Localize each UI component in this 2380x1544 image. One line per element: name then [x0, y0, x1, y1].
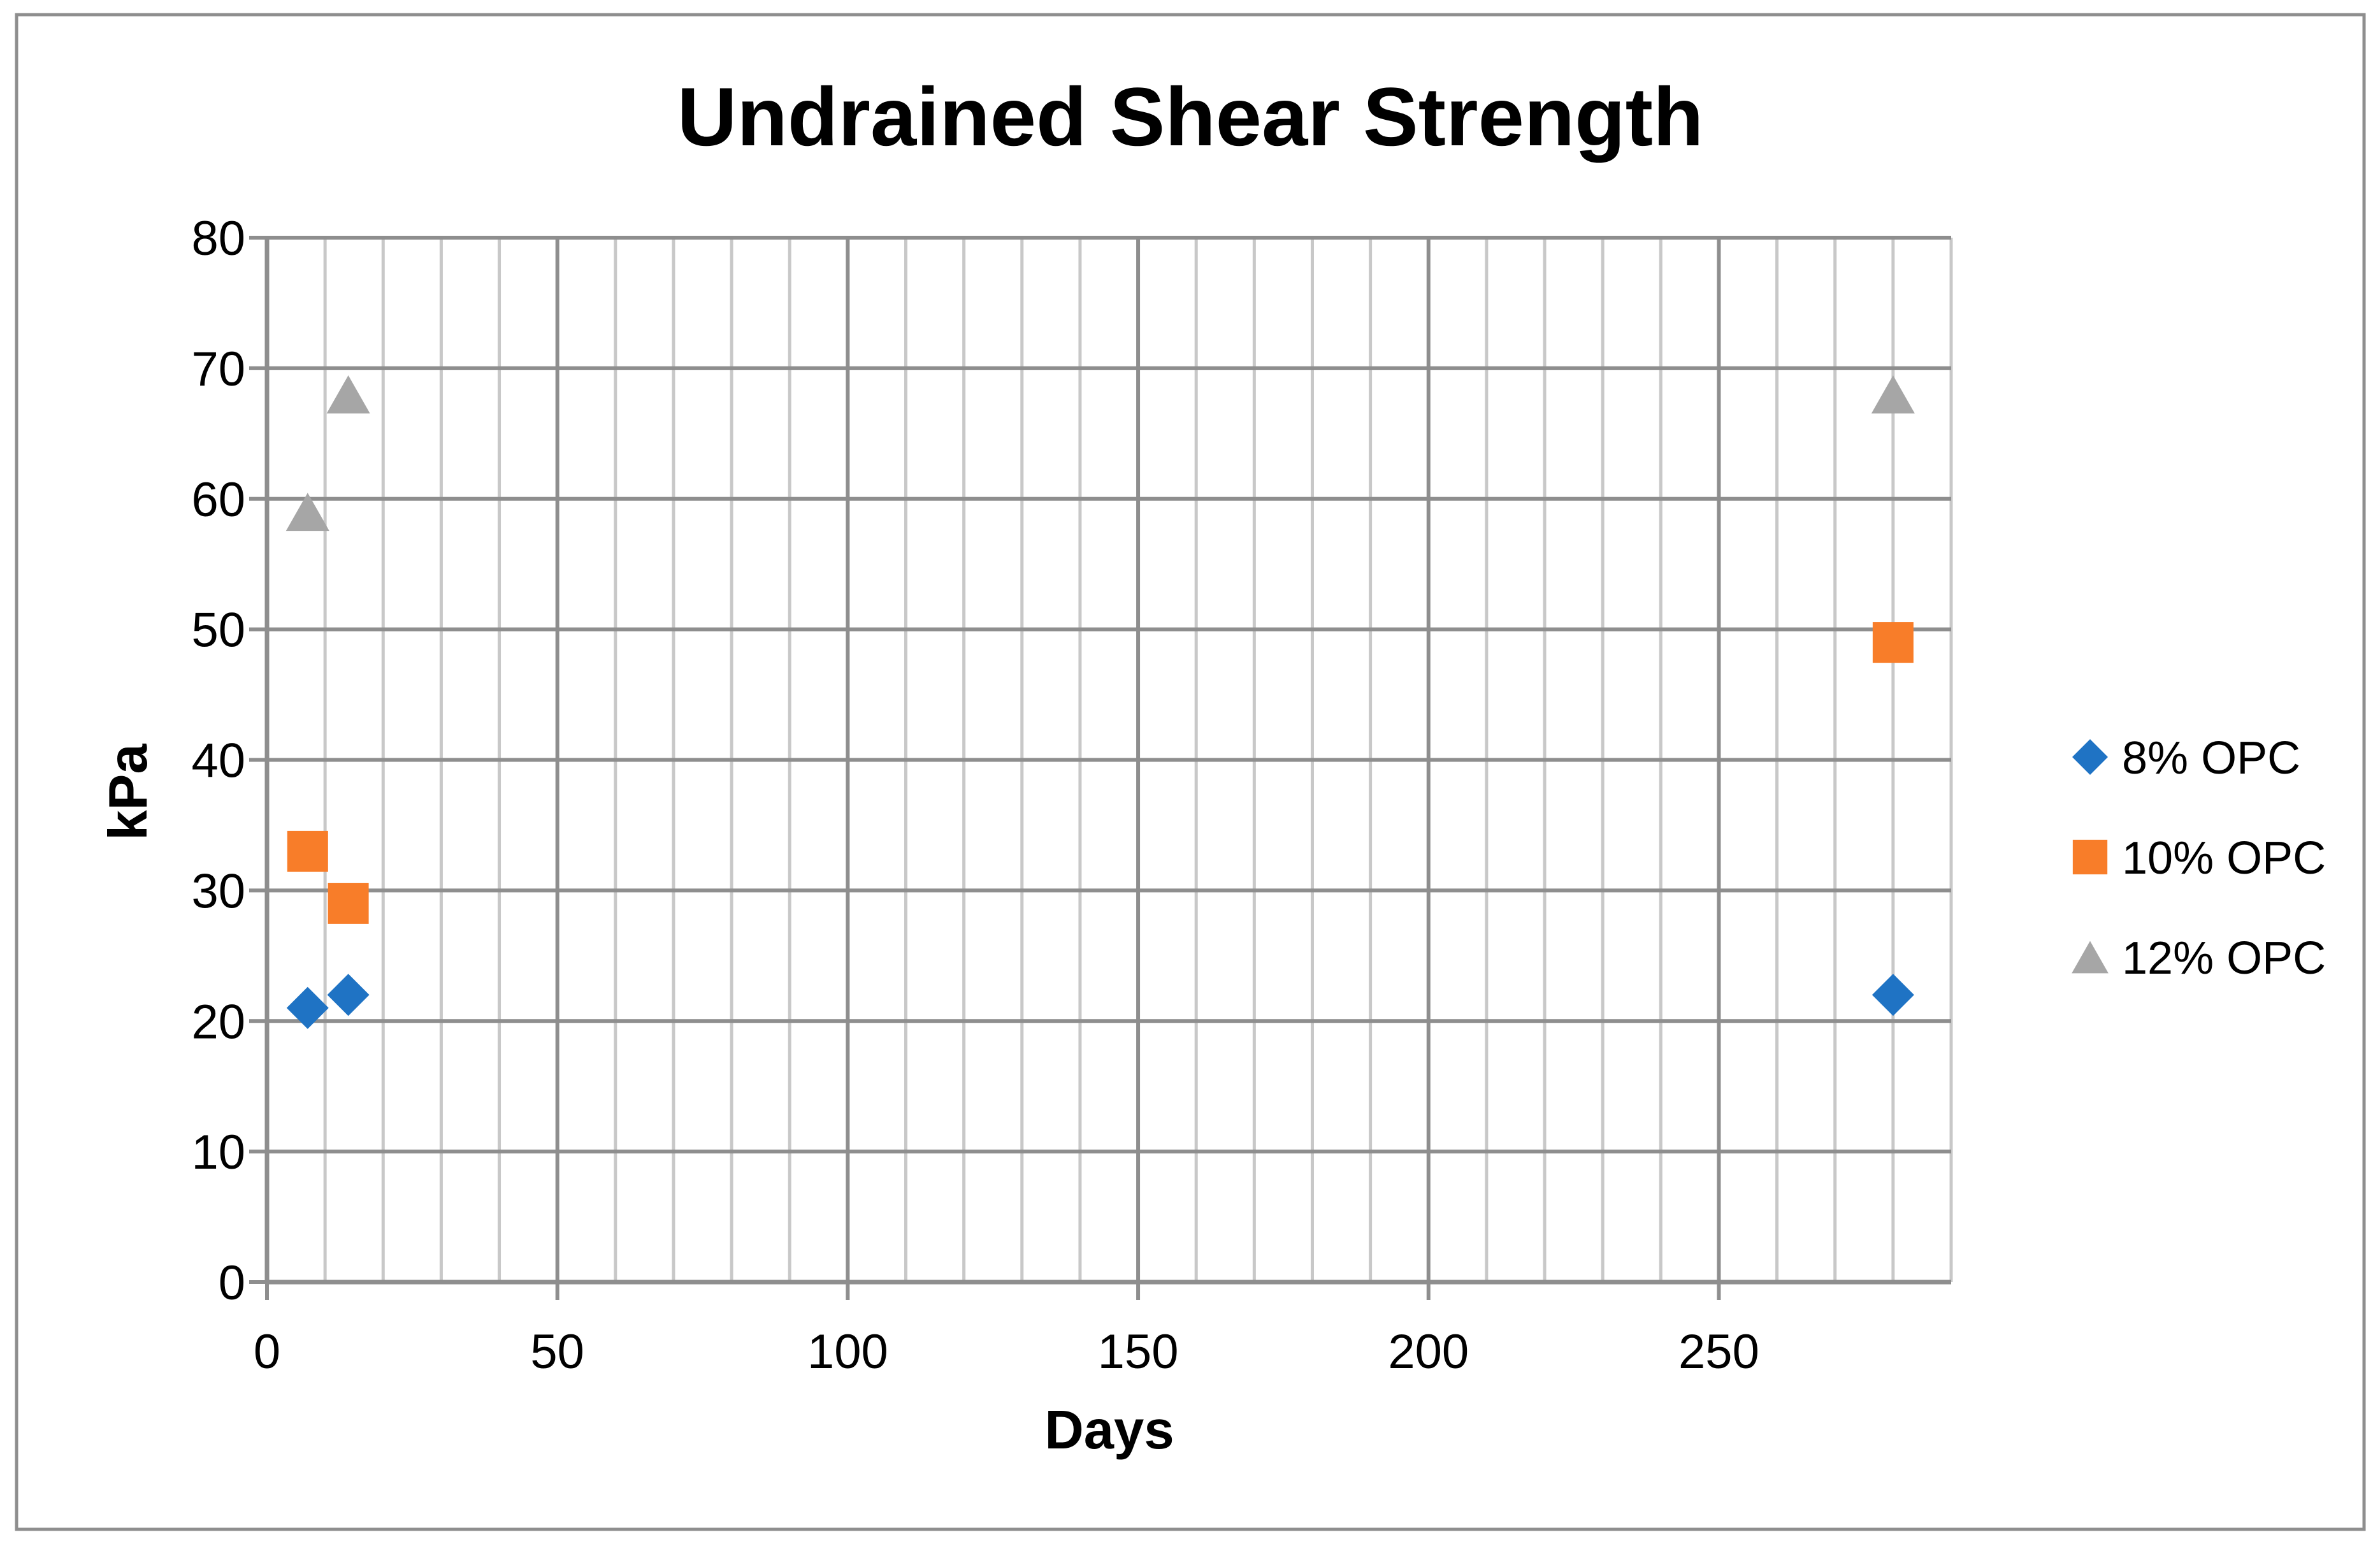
y-tick-label: 60	[191, 473, 245, 527]
legend-label: 10% OPC	[2122, 833, 2326, 884]
x-axis-title: Days	[1044, 1400, 1174, 1461]
data-points	[285, 375, 1915, 1029]
y-tick-label: 0	[219, 1256, 245, 1310]
y-tick-labels: 0 10 20 30 40 50 60 70 80	[191, 212, 245, 1310]
data-point-8-opc	[1872, 974, 1914, 1016]
chart-title: Undrained Shear Strength	[677, 70, 1704, 163]
gridlines	[264, 236, 1953, 1285]
x-tick-label: 150	[1098, 1325, 1179, 1379]
triangle-legend-marker-icon	[2072, 941, 2109, 974]
data-point-12-opc	[326, 375, 370, 414]
square-legend-marker-icon	[2072, 839, 2108, 875]
y-tick-label: 10	[191, 1125, 245, 1180]
y-tick-label: 50	[191, 603, 245, 658]
y-tick-label: 80	[191, 212, 245, 266]
y-tick-label: 20	[191, 995, 245, 1049]
legend-label: 8% OPC	[2122, 733, 2300, 784]
x-tick-label: 50	[530, 1325, 584, 1379]
data-point-8-opc	[327, 974, 370, 1016]
x-tick-label: 0	[254, 1325, 280, 1379]
x-tick-label: 100	[807, 1325, 888, 1379]
legend: 8% OPC 10% OPC 12% OPC	[2072, 733, 2326, 984]
y-axis-title: kPa	[98, 744, 159, 841]
x-tick-labels: 0 50 100 150 200 250	[254, 1325, 1759, 1379]
y-tick-label: 30	[191, 864, 245, 918]
data-point-10-opc	[287, 830, 328, 872]
chart-area-border	[15, 13, 2366, 1531]
y-tick-label: 70	[191, 342, 245, 396]
x-tick-label: 200	[1388, 1325, 1469, 1379]
legend-item-8-opc: 8% OPC	[2072, 733, 2300, 784]
data-point-8-opc	[286, 986, 329, 1029]
y-tick-label: 40	[191, 734, 245, 788]
legend-item-12-opc: 12% OPC	[2072, 933, 2326, 984]
data-point-10-opc	[328, 883, 369, 924]
legend-label: 12% OPC	[2122, 933, 2326, 984]
x-tick-label: 250	[1678, 1325, 1759, 1379]
diamond-legend-marker-icon	[2072, 739, 2108, 775]
data-point-12-opc	[285, 493, 329, 531]
legend-item-10-opc: 10% OPC	[2072, 833, 2326, 884]
data-point-12-opc	[1871, 375, 1915, 414]
axis-ticks	[249, 236, 1721, 1300]
data-point-10-opc	[1872, 622, 1914, 663]
